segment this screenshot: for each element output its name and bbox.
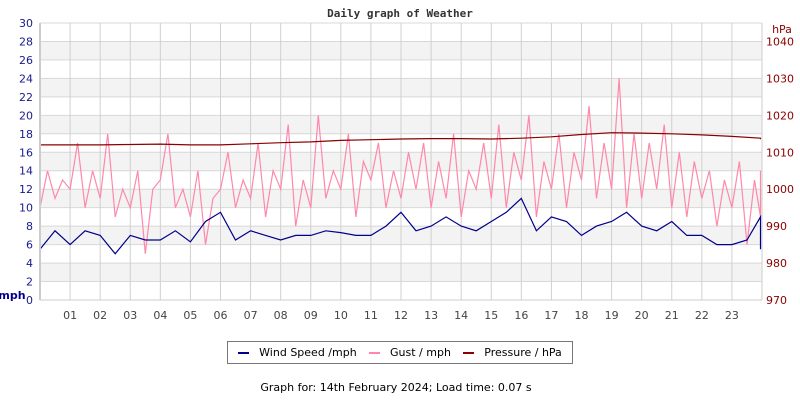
x-tick-label: 16: [514, 309, 528, 322]
left-tick-label: 28: [19, 35, 33, 48]
x-tick-label: 14: [454, 309, 468, 322]
x-tick-label: 19: [605, 309, 619, 322]
x-tick-label: 02: [93, 309, 107, 322]
left-tick-label: 30: [19, 17, 33, 30]
x-tick-label: 21: [665, 309, 679, 322]
left-tick-label: 2: [26, 276, 33, 289]
x-tick-label: 17: [544, 309, 558, 322]
x-tick-label: 06: [214, 309, 228, 322]
x-tick-label: 18: [575, 309, 589, 322]
left-tick-label: 20: [19, 109, 33, 122]
x-tick-label: 15: [484, 309, 498, 322]
x-tick-label: 23: [725, 309, 739, 322]
x-tick-label: 11: [364, 309, 378, 322]
legend: Wind Speed /mph Gust / mph Pressure / hP…: [227, 341, 573, 364]
x-tick-label: 13: [424, 309, 438, 322]
x-tick-label: 03: [123, 309, 137, 322]
right-tick-label: 990: [766, 220, 787, 233]
left-tick-label: 8: [26, 220, 33, 233]
x-tick-label: 01: [63, 309, 77, 322]
chart-svg: Daily graph of Weather 01 02 03 04 05 06 07 08 0…: [0, 7, 794, 322]
left-tick-label: 18: [19, 128, 33, 141]
left-tick-label: 16: [19, 146, 33, 159]
legend-item-gust: Gust / mph: [369, 346, 451, 359]
legend-item-wind: Wind Speed /mph: [238, 346, 357, 359]
right-axis-label: hPa: [772, 23, 792, 36]
x-tick-label: 12: [394, 309, 408, 322]
left-tick-label: 6: [26, 239, 33, 252]
left-tick-label: 26: [19, 54, 33, 67]
left-tick-label: 4: [26, 257, 33, 270]
right-tick-label: 1000: [766, 183, 794, 196]
footer-text: Graph for: 14th February 2024; Load time…: [260, 381, 532, 394]
x-tick-label: 07: [244, 309, 258, 322]
legend-label: Pressure / hPa: [484, 346, 562, 359]
left-tick-label: 12: [19, 183, 33, 196]
x-tick-label: 10: [334, 309, 348, 322]
right-tick-label: 980: [766, 257, 787, 270]
legend-item-pressure: Pressure / hPa: [463, 346, 562, 359]
legend-label: Gust / mph: [390, 346, 451, 359]
x-tick-label: 04: [153, 309, 167, 322]
x-tick-label: 20: [635, 309, 649, 322]
chart-title: Daily graph of Weather: [327, 7, 473, 20]
gust-line: [39, 78, 762, 254]
right-tick-label: 1040: [766, 35, 794, 48]
x-tick-label: 08: [274, 309, 288, 322]
pressure-line: [40, 132, 762, 146]
left-axis-label: mph: [0, 289, 26, 302]
wind-speed-line: [39, 197, 762, 255]
legend-label: Wind Speed /mph: [259, 346, 357, 359]
right-tick-label: 1030: [766, 72, 794, 85]
right-tick-label: 1010: [766, 146, 794, 159]
pressure-swatch: [463, 351, 475, 354]
left-tick-label: 0: [26, 294, 33, 307]
x-tick-label: 22: [695, 309, 709, 322]
x-tick-label: 05: [183, 309, 197, 322]
left-tick-label: 14: [19, 165, 33, 178]
wind-swatch: [238, 351, 250, 354]
left-tick-label: 10: [19, 202, 33, 215]
x-tick-label: 09: [304, 309, 318, 322]
left-tick-label: 24: [19, 72, 33, 85]
right-tick-label: 970: [766, 294, 787, 307]
right-tick-label: 1020: [766, 109, 794, 122]
left-tick-label: 22: [19, 91, 33, 104]
gust-swatch: [369, 351, 381, 354]
